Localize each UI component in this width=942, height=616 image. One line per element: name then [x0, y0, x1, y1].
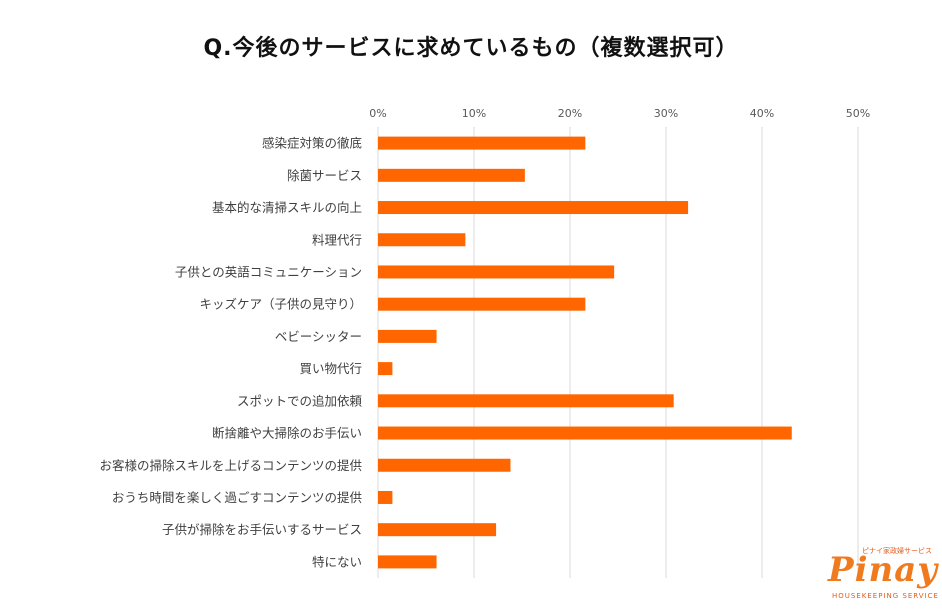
logo-subtitle: ピナイ家政婦サービス [862, 547, 932, 555]
bar [378, 394, 674, 408]
bar [378, 362, 393, 376]
bar [378, 426, 792, 440]
bar [378, 555, 437, 569]
bar [378, 523, 497, 537]
bar [378, 265, 615, 279]
chart-title: Q.今後のサービスに求めているもの（複数選択可） [203, 36, 739, 61]
category-label: お客様の掃除スキルを上げるコンテンツの提供 [99, 458, 362, 473]
bar [378, 233, 466, 247]
bars [378, 136, 792, 569]
category-label: 基本的な清掃スキルの向上 [212, 200, 362, 215]
category-label: 感染症対策の徹底 [262, 136, 362, 151]
logo-tagline: HOUSEKEEPING SERVICE [832, 592, 939, 600]
category-label: おうち時間を楽しく過ごすコンテンツの提供 [112, 490, 362, 505]
category-label: 料理代行 [312, 232, 362, 247]
category-label: 除菌サービス [287, 168, 362, 183]
x-tick-label: 40% [750, 107, 774, 120]
category-label: 断捨離や大掃除のお手伝い [212, 426, 362, 441]
category-label: キッズケア（子供の見守り） [199, 297, 362, 312]
x-tick-label: 10% [462, 107, 486, 120]
x-tick-label: 0% [369, 107, 386, 120]
logo-wordmark: Pinay [828, 550, 938, 590]
bar [378, 136, 586, 150]
category-label: スポットでの追加依頼 [237, 393, 363, 408]
category-labels: 感染症対策の徹底除菌サービス基本的な清掃スキルの向上料理代行子供との英語コミュニ… [99, 136, 362, 570]
x-tick-label: 20% [558, 107, 582, 120]
category-label: 買い物代行 [299, 361, 362, 376]
pinay-logo: ピナイ家政婦サービス Pinay HOUSEKEEPING SERVICE [828, 546, 939, 606]
grid-lines [377, 127, 859, 578]
x-tick-label: 50% [846, 107, 870, 120]
x-axis-ticks: 0% 10% 20% 30% 40% 50% [369, 107, 870, 120]
category-label: 子供が掃除をお手伝いするサービス [162, 522, 362, 537]
category-label: ベビーシッター [275, 329, 362, 344]
bar [378, 458, 511, 472]
category-label: 子供との英語コミュニケーション [175, 264, 362, 279]
bar [378, 201, 689, 215]
bar [378, 297, 586, 311]
x-tick-label: 30% [654, 107, 678, 120]
category-label: 特にない [312, 554, 362, 569]
bar [378, 329, 437, 343]
bar [378, 168, 525, 182]
bar [378, 490, 393, 504]
